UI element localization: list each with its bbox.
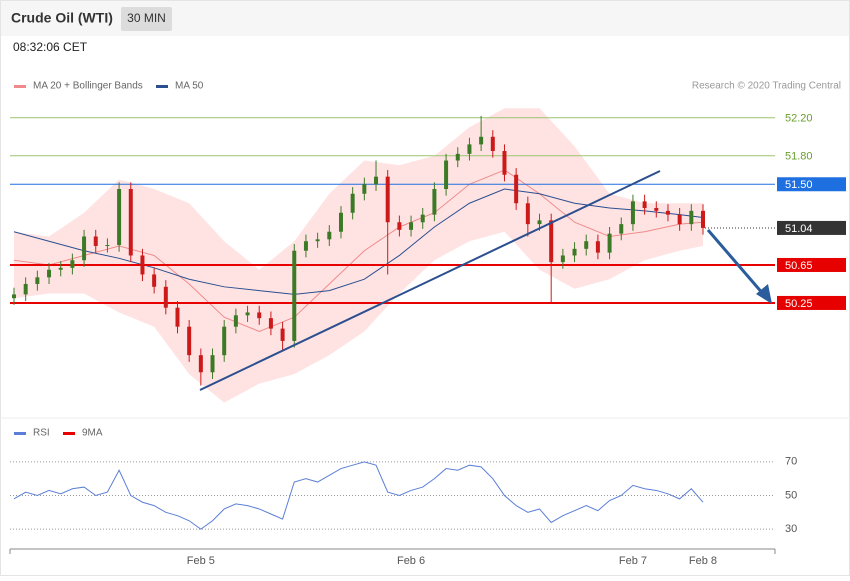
- candle-body: [198, 355, 203, 373]
- y-tick-label: 50: [785, 489, 797, 501]
- candle-body: [175, 307, 180, 327]
- candle-body: [420, 214, 425, 223]
- bollinger-band: [14, 108, 703, 403]
- candle-body: [12, 294, 16, 299]
- level-label: 50.25: [785, 298, 813, 310]
- candle-body: [525, 203, 530, 225]
- y-tick-label: 70: [785, 456, 797, 468]
- candle-body: [490, 136, 495, 152]
- legend-label: RSI: [33, 428, 50, 439]
- x-tick-label: Feb 5: [187, 555, 215, 567]
- candle-body: [303, 241, 308, 251]
- candle-body: [677, 214, 682, 225]
- candle-body: [630, 201, 635, 225]
- candle-body: [35, 277, 40, 284]
- interval: 30 MIN: [127, 11, 166, 25]
- candle-body: [210, 355, 215, 373]
- candle-body: [619, 224, 624, 234]
- candle-body: [58, 267, 63, 270]
- candle-body: [338, 212, 343, 232]
- x-tick-label: Feb 6: [397, 555, 425, 567]
- candle-body: [163, 286, 168, 308]
- candle-body: [654, 207, 659, 211]
- candle-body: [105, 245, 110, 247]
- candle-body: [701, 210, 705, 228]
- legend-swatch: [63, 432, 75, 435]
- candle-body: [502, 151, 507, 175]
- candle-body: [82, 236, 87, 261]
- candle-body: [374, 176, 379, 185]
- legend-label: 9MA: [82, 428, 103, 439]
- candle-body: [514, 174, 519, 204]
- candle-body: [432, 189, 437, 215]
- candle-body: [93, 236, 98, 246]
- candle-body: [292, 250, 297, 341]
- y-tick-label: 30: [785, 523, 797, 535]
- candle-body: [479, 136, 484, 145]
- legend-label: MA 50: [175, 81, 204, 92]
- credit: Research © 2020 Trading Central: [692, 81, 841, 92]
- x-tick-label: Feb 7: [619, 555, 647, 567]
- candle-body: [280, 328, 285, 341]
- candle-body: [222, 326, 227, 356]
- candle-body: [607, 233, 612, 253]
- candle-body: [245, 312, 250, 316]
- level-box: [777, 257, 846, 272]
- candle-body: [549, 220, 554, 263]
- candle-body: [327, 231, 332, 240]
- candle-body: [268, 318, 273, 329]
- interval-badge: [121, 7, 172, 31]
- level-label: 50.65: [785, 260, 813, 272]
- candle-body: [665, 210, 670, 215]
- legend-label: MA 20 + Bollinger Bands: [33, 81, 143, 92]
- candle-body: [409, 222, 414, 230]
- candle-body: [537, 220, 542, 225]
- arrow-head: [756, 284, 772, 304]
- trend-line: [199, 170, 661, 391]
- candle-body: [152, 274, 157, 287]
- candle-body: [455, 153, 460, 161]
- candle-body: [560, 255, 565, 263]
- candle-body: [187, 326, 192, 356]
- candle-body: [584, 241, 589, 249]
- rsi-line: [13, 461, 704, 530]
- title: Crude Oil (WTI): [11, 10, 113, 26]
- candle-body: [397, 222, 402, 230]
- legend-swatch: [14, 85, 26, 88]
- candle-body: [233, 315, 238, 327]
- candle-body: [350, 193, 355, 213]
- time: 08:32:06 CET: [13, 40, 88, 54]
- candle-body: [385, 176, 390, 223]
- candle-body: [689, 210, 694, 225]
- candle-body: [315, 239, 320, 242]
- candle-body: [47, 269, 52, 278]
- level-label: 51.04: [785, 223, 813, 235]
- candle-body: [362, 184, 367, 194]
- candle-body: [140, 255, 145, 275]
- legend-swatch: [156, 85, 168, 88]
- x-tick-label: Feb 8: [689, 555, 717, 567]
- level-box: [777, 220, 846, 235]
- candle-body: [117, 189, 122, 246]
- candle-body: [572, 248, 577, 256]
- level-box: [777, 177, 846, 192]
- projection-arrow: [706, 229, 766, 296]
- candle-body: [70, 260, 75, 268]
- candle-body: [444, 160, 449, 190]
- candle-body: [467, 144, 472, 154]
- legend-swatch: [14, 432, 26, 435]
- candle-body: [595, 241, 600, 253]
- level-label: 52.20: [785, 113, 813, 125]
- candle-body: [642, 201, 647, 208]
- level-label: 51.50: [785, 179, 813, 191]
- candle-body: [128, 189, 133, 256]
- candle-body: [23, 283, 28, 295]
- candle-body: [257, 312, 262, 319]
- level-label: 51.80: [785, 151, 813, 163]
- level-box: [777, 295, 846, 310]
